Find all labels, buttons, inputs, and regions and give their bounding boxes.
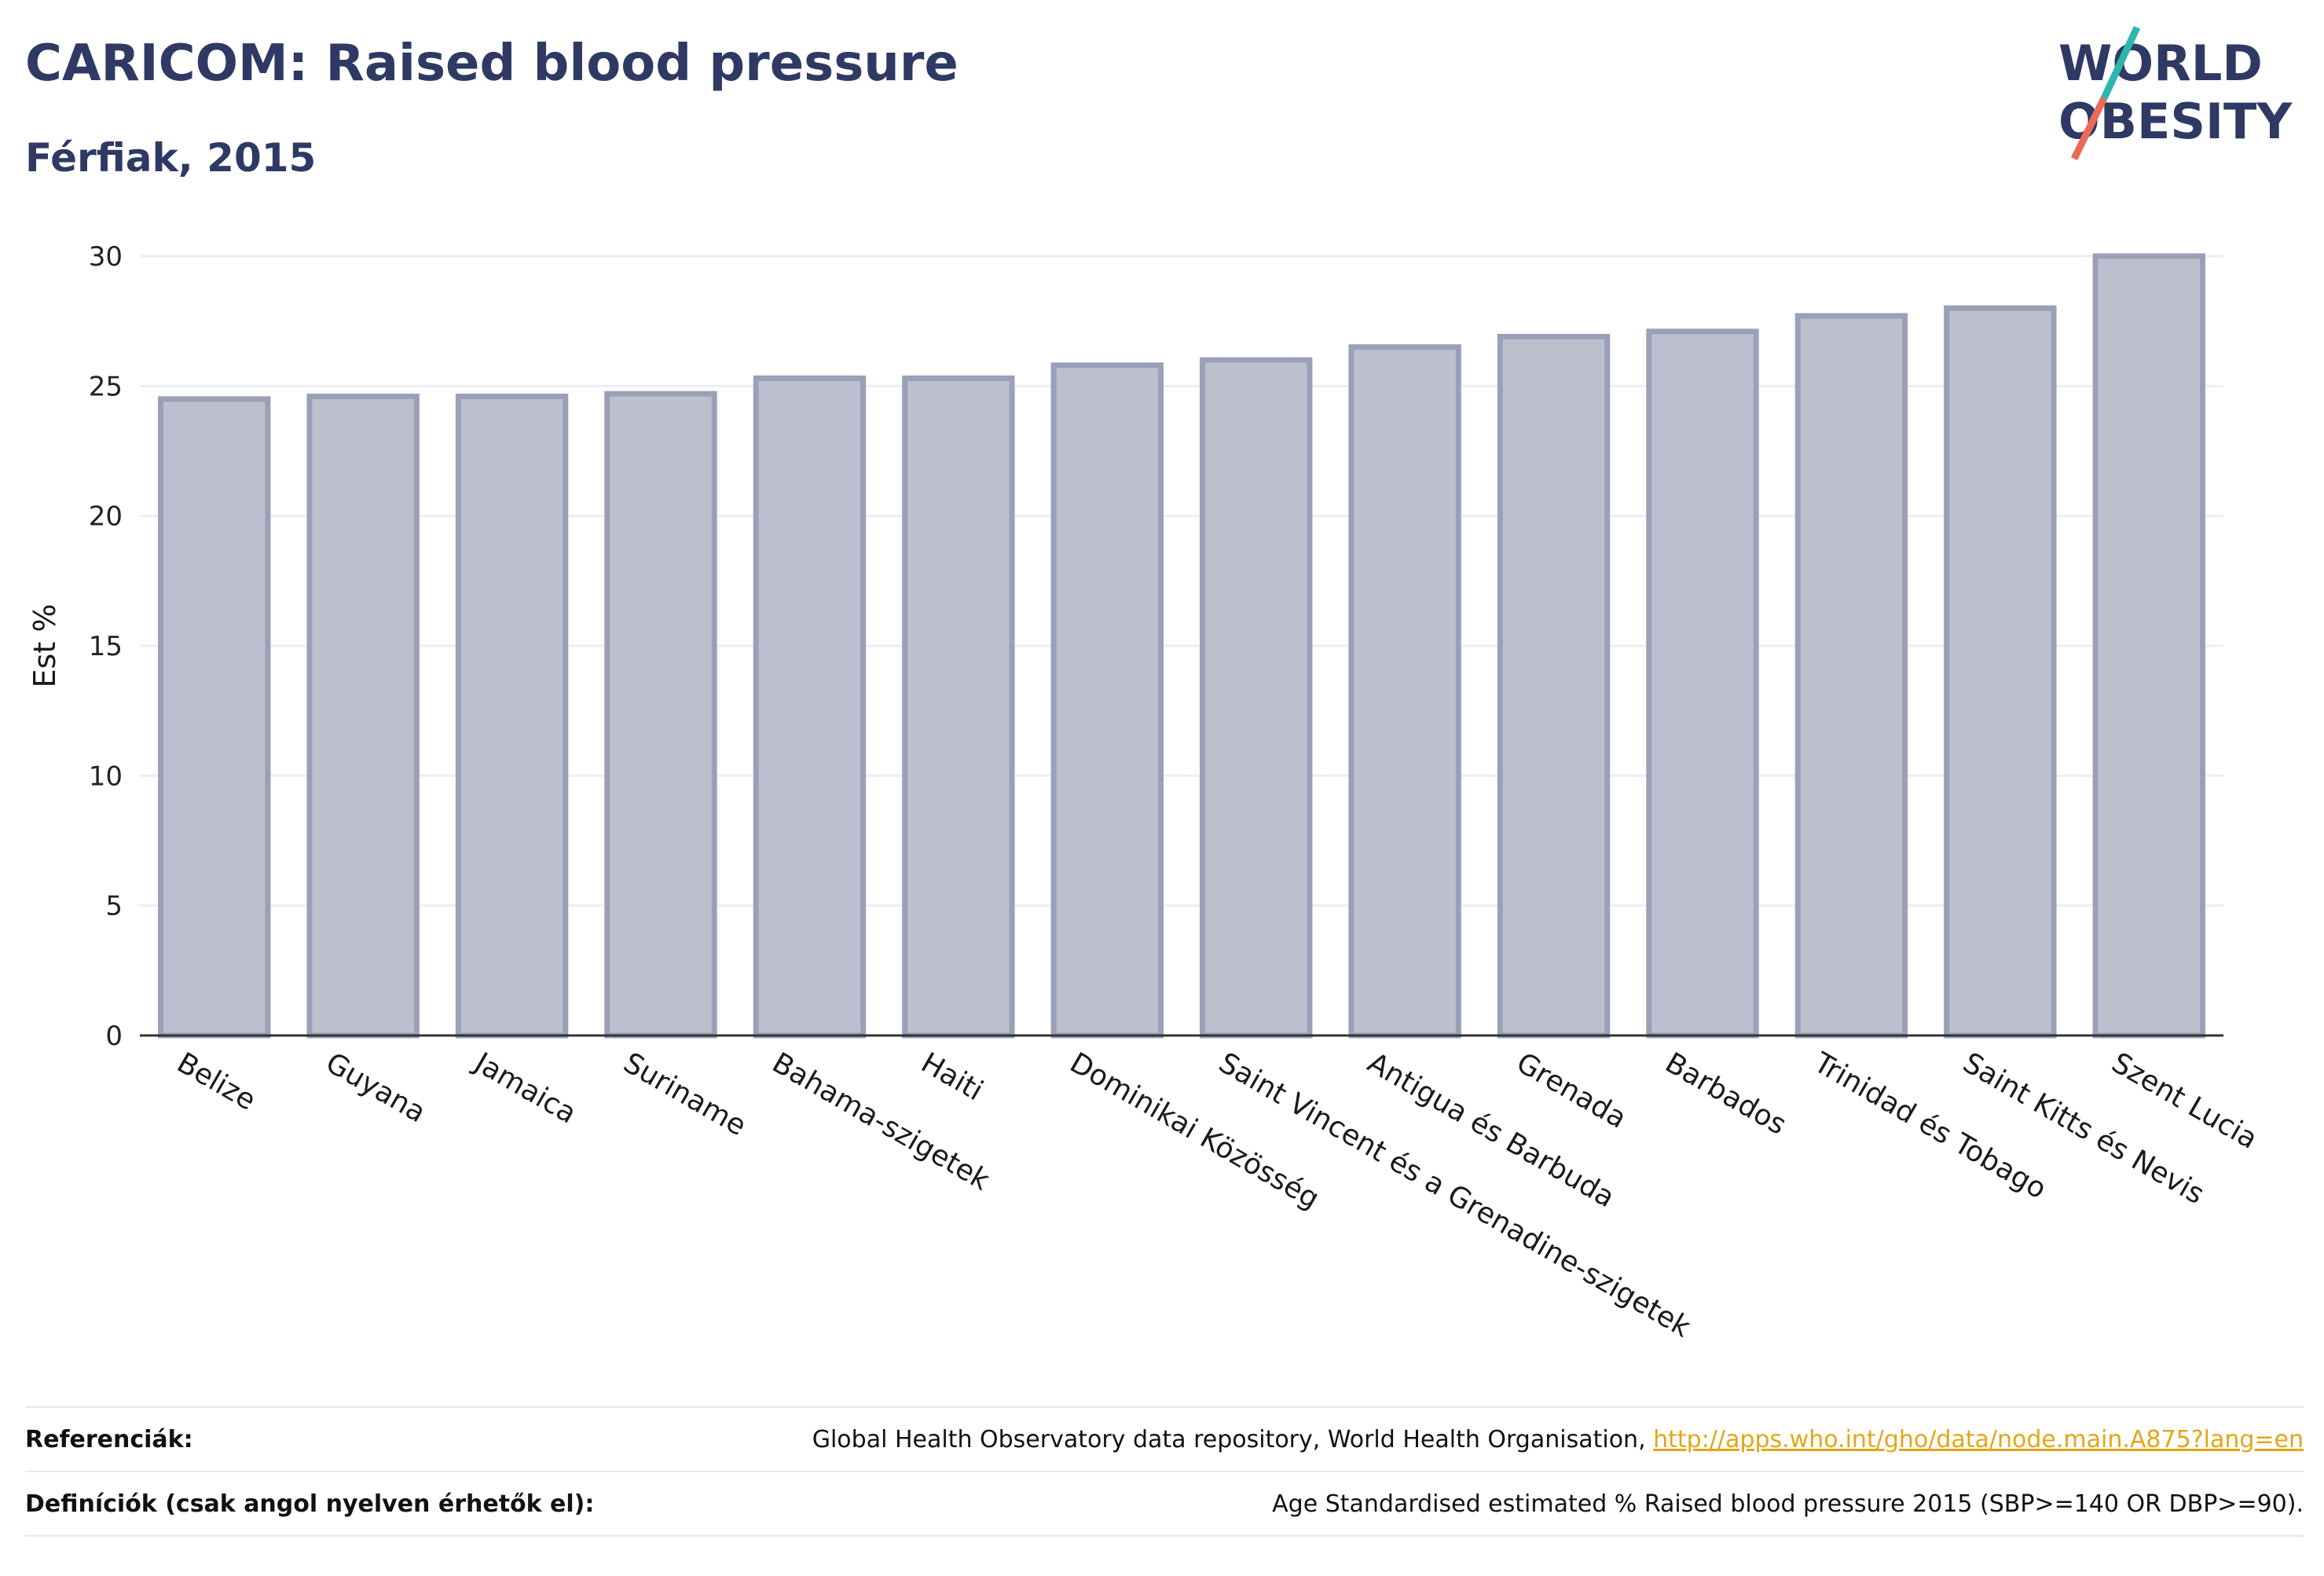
bar[interactable]: [1944, 305, 2057, 1039]
bar[interactable]: [1050, 362, 1164, 1039]
y-tick-label: 30: [89, 241, 123, 273]
chart-subtitle: Férfiak, 2015: [25, 135, 317, 181]
bar[interactable]: [455, 394, 569, 1039]
y-axis-label: Est %: [27, 604, 62, 688]
definitions-label: Definíciók (csak angol nyelven érhetők e…: [25, 1490, 595, 1518]
x-tick-label: Suriname: [618, 1046, 752, 1142]
y-tick-label: 5: [105, 891, 123, 922]
logo-text-line1: WORLD: [2058, 35, 2263, 92]
bar[interactable]: [1646, 328, 1759, 1039]
x-tick-label: Saint Kitts és Nevis: [1957, 1046, 2209, 1211]
bars: [158, 253, 2205, 1039]
bar-chart: 0 5 10 15 20 25 30 Belize Guyana Jamaica Suriname…: [27, 241, 2263, 1344]
x-tick-label: Barbados: [1660, 1046, 1792, 1142]
bar[interactable]: [1794, 313, 1908, 1039]
references-link[interactable]: http://apps.who.int/gho/data/node.main.A…: [1653, 1425, 2304, 1453]
x-tick-label: Guyana: [321, 1046, 431, 1129]
x-tick-label: Grenada: [1511, 1046, 1632, 1134]
bar[interactable]: [753, 375, 867, 1039]
bar[interactable]: [2092, 253, 2205, 1039]
references-row: Referenciák: Global Health Observatory d…: [25, 1406, 2304, 1471]
y-axis-ticks: 0 5 10 15 20 25 30: [89, 241, 123, 1052]
bar[interactable]: [1497, 334, 1611, 1039]
logo-stroke-teal: [2100, 26, 2141, 100]
definitions-value: Age Standardised estimated % Raised bloo…: [1272, 1490, 2304, 1518]
bar[interactable]: [902, 375, 1015, 1039]
x-tick-label: Haiti: [915, 1046, 988, 1107]
chart-title: CARICOM: Raised blood pressure: [25, 35, 959, 93]
x-tick-label: Jamaica: [467, 1046, 581, 1130]
y-tick-label: 10: [89, 761, 123, 792]
y-tick-label: 25: [89, 371, 123, 402]
bar[interactable]: [604, 390, 717, 1039]
definitions-row: Definíciók (csak angol nyelven érhetők e…: [25, 1471, 2304, 1537]
world-obesity-logo: WORLD OBESITY: [2058, 26, 2293, 160]
bar[interactable]: [1348, 344, 1461, 1039]
logo-stroke-coral: [2070, 97, 2108, 160]
logo-text-line2: OBESITY: [2058, 93, 2293, 150]
x-axis-ticks: Belize Guyana Jamaica Suriname Bahama-sziget…: [171, 1046, 2263, 1343]
references-text: Global Health Observatory data repositor…: [812, 1425, 1654, 1453]
x-tick-label: Belize: [171, 1046, 261, 1116]
references-value: Global Health Observatory data repositor…: [812, 1426, 2304, 1453]
y-tick-label: 0: [105, 1021, 123, 1052]
bar[interactable]: [306, 394, 420, 1039]
y-tick-label: 20: [89, 501, 123, 533]
x-tick-label: Antigua és Barbuda: [1362, 1046, 1620, 1214]
gridlines: [140, 255, 2223, 907]
references-label: Referenciák:: [25, 1425, 193, 1453]
x-tick-label: Dominikai Közösség: [1065, 1046, 1325, 1215]
bar[interactable]: [1200, 357, 1313, 1039]
y-tick-label: 15: [89, 631, 123, 662]
bar[interactable]: [158, 396, 271, 1039]
